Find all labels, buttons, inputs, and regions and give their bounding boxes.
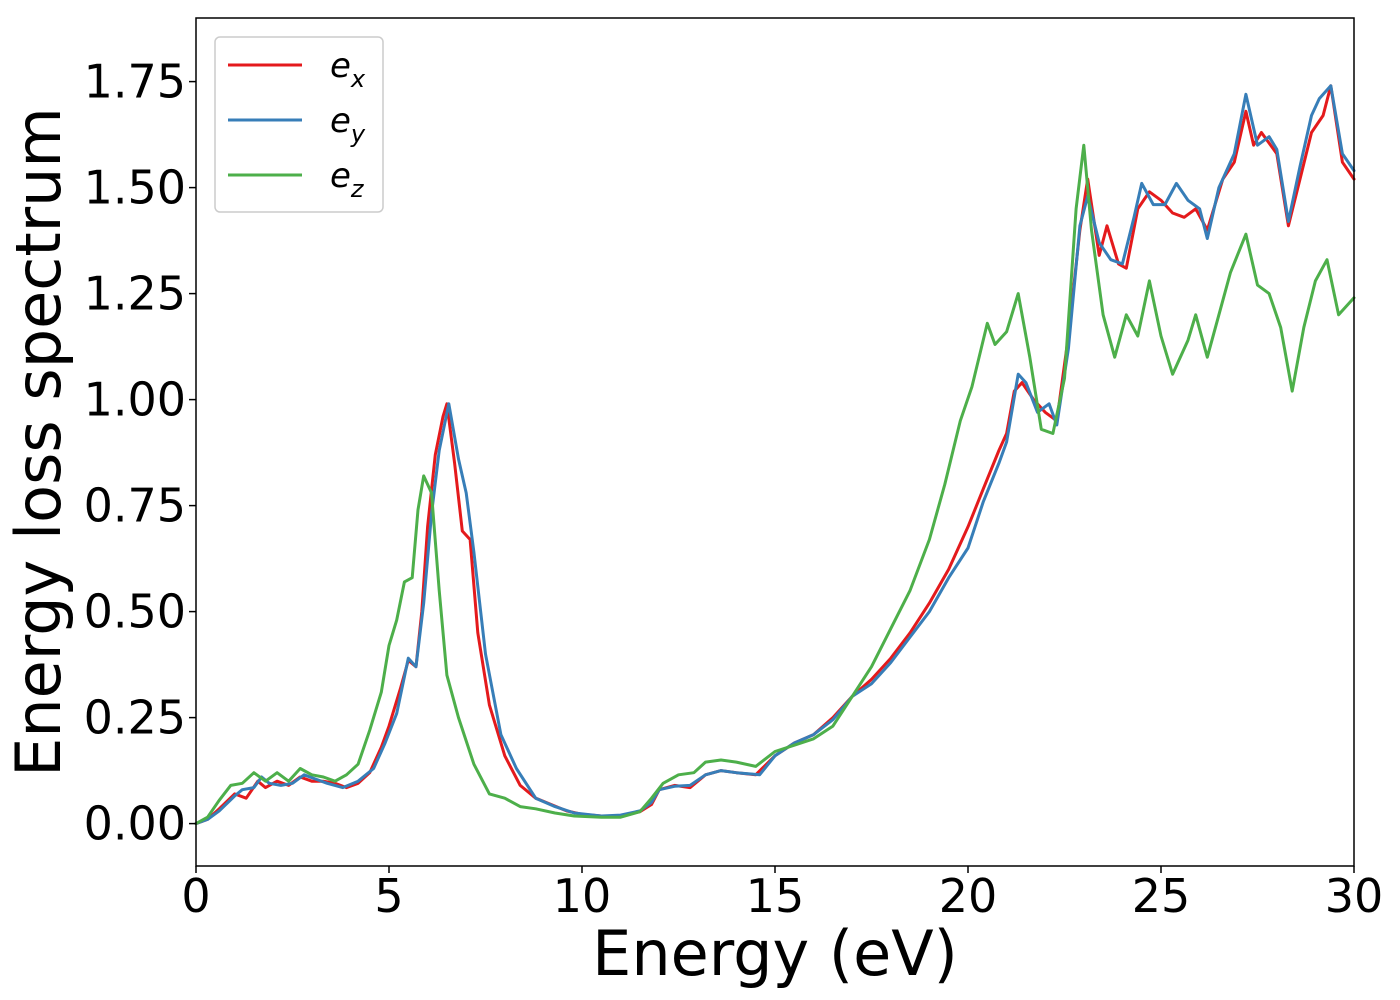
legend-box xyxy=(214,36,384,213)
legend-label-base: e xyxy=(330,101,351,141)
legend-label-base: e xyxy=(330,156,351,196)
y-tick-label: 0.75 xyxy=(84,479,186,533)
legend-label-subscript: y xyxy=(350,120,366,148)
x-tick-label: 15 xyxy=(746,869,805,923)
y-tick-label: 1.50 xyxy=(84,161,186,215)
y-tick-label: 1.75 xyxy=(84,55,186,109)
y-tick-label: 0.25 xyxy=(84,691,186,745)
x-tick-label: 10 xyxy=(553,869,612,923)
legend-label-base: e xyxy=(330,46,351,86)
legend-label-ey: ey xyxy=(330,101,366,148)
x-tick-label: 0 xyxy=(181,869,210,923)
series-layer xyxy=(194,84,1356,826)
legend-label-ez: ez xyxy=(330,156,365,203)
legend-label-subscript: z xyxy=(350,175,365,203)
y-tick-label: 0.50 xyxy=(84,585,186,639)
x-tick-label: 20 xyxy=(939,869,998,923)
legend-label-ex: ex xyxy=(330,46,366,93)
x-tick-label: 5 xyxy=(374,869,403,923)
y-tick-label: 1.25 xyxy=(84,267,186,321)
legend-label-subscript: x xyxy=(350,65,366,93)
x-tick-label: 30 xyxy=(1325,869,1384,923)
y-tick-label: 1.00 xyxy=(84,373,186,427)
y-axis-label: Energy loss spectrum xyxy=(2,107,75,777)
series-line-ez xyxy=(194,143,1356,826)
x-axis-label: Energy (eV) xyxy=(592,917,958,990)
x-axis: 0 5 10 15 20 25 30 xyxy=(181,866,1383,923)
y-tick-label: 0.00 xyxy=(84,797,186,851)
x-tick-label: 25 xyxy=(1132,869,1191,923)
y-axis: 0.00 0.25 0.50 0.75 1.00 1.25 1.50 1.75 xyxy=(84,55,196,851)
